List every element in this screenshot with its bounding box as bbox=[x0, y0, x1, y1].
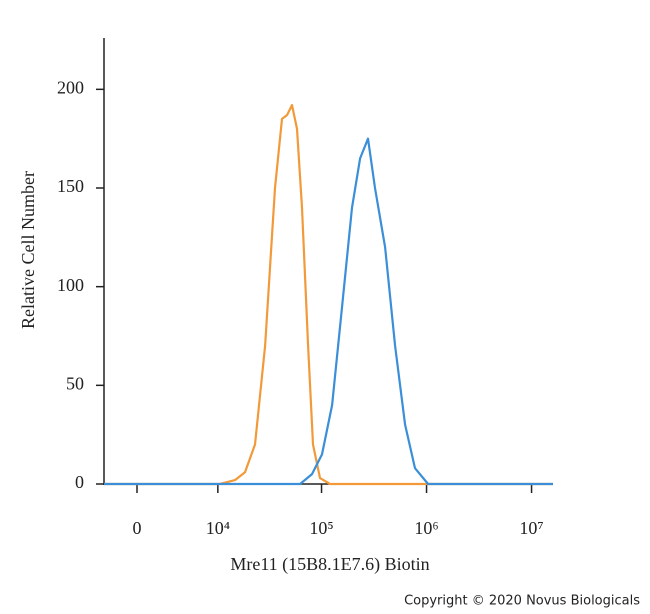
y-tick-label: 150 bbox=[57, 176, 84, 196]
y-axis-label: Relative Cell Number bbox=[18, 171, 38, 329]
histogram-line bbox=[104, 104, 553, 486]
y-tick-label: 200 bbox=[57, 77, 84, 97]
x-tick-label: 10⁴ bbox=[206, 518, 230, 538]
y-tick-label: 100 bbox=[57, 275, 84, 295]
x-tick-label: 10⁵ bbox=[309, 518, 333, 538]
y-tick-label: 50 bbox=[66, 373, 84, 393]
x-axis-label: Mre11 (15B8.1E7.6) Biotin bbox=[230, 554, 429, 575]
credit: Copyright © 2020 Novus Biologicals bbox=[404, 594, 640, 609]
x-tick-label: 10⁷ bbox=[519, 518, 543, 538]
x-tick-label: 10⁶ bbox=[414, 518, 438, 538]
histogram-line bbox=[104, 137, 553, 486]
y-tick-label: 0 bbox=[75, 472, 84, 492]
x-tick-label: 0 bbox=[133, 518, 142, 538]
